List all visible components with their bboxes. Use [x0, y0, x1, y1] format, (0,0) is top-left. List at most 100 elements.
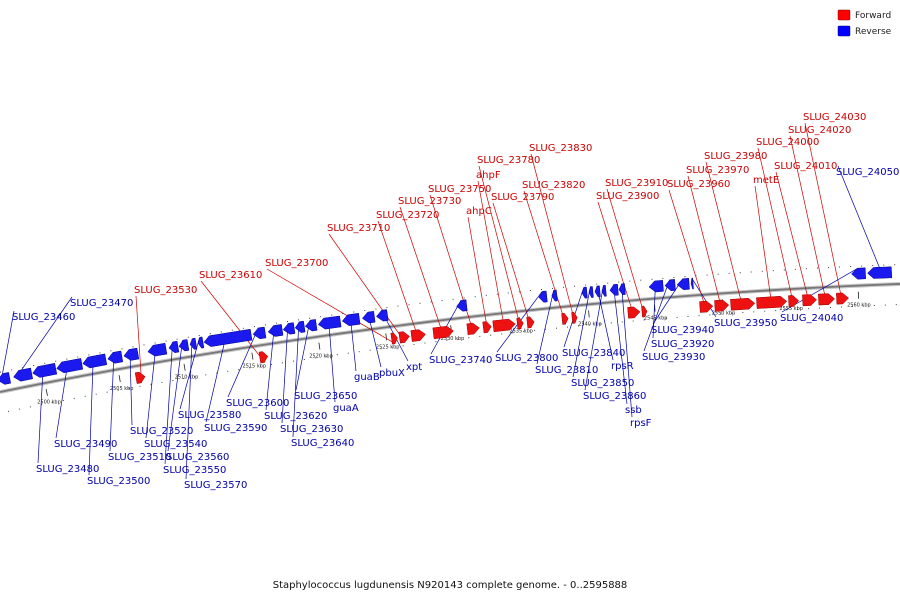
gene-label: guaA [333, 403, 359, 414]
leader-line [621, 283, 633, 418]
gene-label: SLUG_23720 [376, 210, 439, 221]
gene-arrow-slug_23750 [466, 322, 480, 335]
track-dot [567, 326, 568, 328]
gene-arrow-slug_23820 [561, 313, 569, 325]
track-dot [463, 297, 465, 299]
track-dot [805, 268, 807, 270]
track-dot [51, 402, 53, 404]
track-dot [287, 321, 288, 322]
scale-tick-label: 2500 kbp [37, 400, 61, 406]
track-dot [187, 336, 189, 338]
scale-tick-label: 2520 kbp [309, 354, 333, 360]
track-dot [739, 272, 741, 274]
track-dot [640, 279, 642, 281]
scale-tick-label: 2535 kbp [509, 328, 533, 334]
gene-label: SLUG_23800 [495, 353, 558, 364]
leader-line [265, 325, 275, 411]
track-dot [408, 304, 410, 306]
track-dot [474, 296, 476, 298]
track-dot [260, 365, 262, 367]
track-dot [695, 275, 697, 277]
gene-arrow-slug_23910 [641, 305, 648, 318]
track-dot [353, 311, 355, 313]
leader-line [789, 135, 828, 305]
track-dot [673, 277, 675, 278]
track-dot [413, 343, 415, 345]
track-dot [512, 332, 514, 334]
scale-tick [318, 342, 321, 350]
track-dot [320, 316, 322, 318]
gene-label: xpt [406, 362, 422, 373]
track-dot [709, 314, 711, 316]
gene-arrow-slug_23740 [456, 299, 468, 312]
gene-arrow-slug_23650 [304, 319, 318, 332]
track-dot [884, 304, 886, 306]
genes [0, 266, 893, 385]
track-dot [585, 284, 587, 286]
track-dot [731, 312, 733, 314]
gene-arrow-guab [341, 313, 361, 326]
leader-line [145, 344, 157, 439]
gene-arrow-slug_23860 [601, 285, 607, 297]
leader-line [281, 323, 289, 424]
track-dot [325, 355, 327, 357]
track-dot [599, 323, 601, 325]
leader-line [399, 206, 445, 338]
track-dot [209, 333, 211, 335]
track-dot [632, 320, 634, 322]
track-dot [501, 333, 503, 335]
gene-label: rpsR [611, 361, 634, 372]
track-dot [430, 301, 432, 303]
leader-line [266, 268, 396, 345]
leader-line [129, 349, 133, 426]
gene-arrow-slug_23560 [178, 339, 190, 352]
gene-label: SLUG_23700 [265, 258, 328, 269]
leader-line [837, 165, 880, 268]
leader-line [328, 233, 406, 343]
track-dot [577, 325, 579, 327]
leader-line [200, 280, 265, 363]
track-dot [331, 314, 333, 316]
track-dot [18, 408, 20, 410]
gene-arrow-slug_23470 [13, 367, 33, 382]
track-dot [541, 289, 542, 290]
track-dot [238, 369, 240, 371]
track-dot [0, 371, 1, 373]
track-dot [862, 305, 864, 307]
track-dot [121, 348, 123, 350]
track-dot [545, 328, 546, 330]
gene-label: SLUG_23460 [12, 312, 75, 323]
leader-line [135, 295, 142, 383]
track-dot [750, 271, 752, 273]
gene-arrow-slug_23700 [390, 332, 398, 345]
gene-arrow-slug_23710 [398, 331, 410, 344]
track-dot [850, 266, 852, 267]
track-dot [518, 291, 520, 293]
gene-arrow-ahpf [492, 318, 516, 333]
gene-arrow-slug_23720 [410, 329, 426, 342]
leader-line [643, 279, 670, 352]
gene-label: SLUG_23480 [36, 464, 99, 475]
leader-line [2, 310, 15, 374]
gene-label: SLUG_23610 [199, 270, 262, 281]
leader-line [687, 175, 723, 312]
leader-line [804, 122, 844, 304]
scale-tick-label: 2560 kbp [847, 303, 871, 309]
track-dot [358, 351, 360, 353]
gene-arrow-slug_23620 [267, 324, 284, 337]
legend-forward-swatch [837, 9, 851, 21]
gene-arrow-slug_23510 [107, 350, 124, 364]
track-dot [198, 335, 200, 336]
track-dot [249, 367, 251, 369]
gene-arrow-slug_23920 [648, 280, 664, 293]
gene-arrow-slug_23780 [516, 317, 524, 330]
track-dot [309, 317, 311, 319]
leader-line [205, 332, 228, 423]
track-dot [618, 281, 620, 283]
gene-arrow-slug_23930 [664, 279, 676, 291]
gene-arrow-slug_23970 [714, 299, 730, 312]
gene-label: SLUG_23710 [327, 223, 390, 234]
track-dot [676, 316, 678, 318]
track-dot [380, 348, 382, 350]
